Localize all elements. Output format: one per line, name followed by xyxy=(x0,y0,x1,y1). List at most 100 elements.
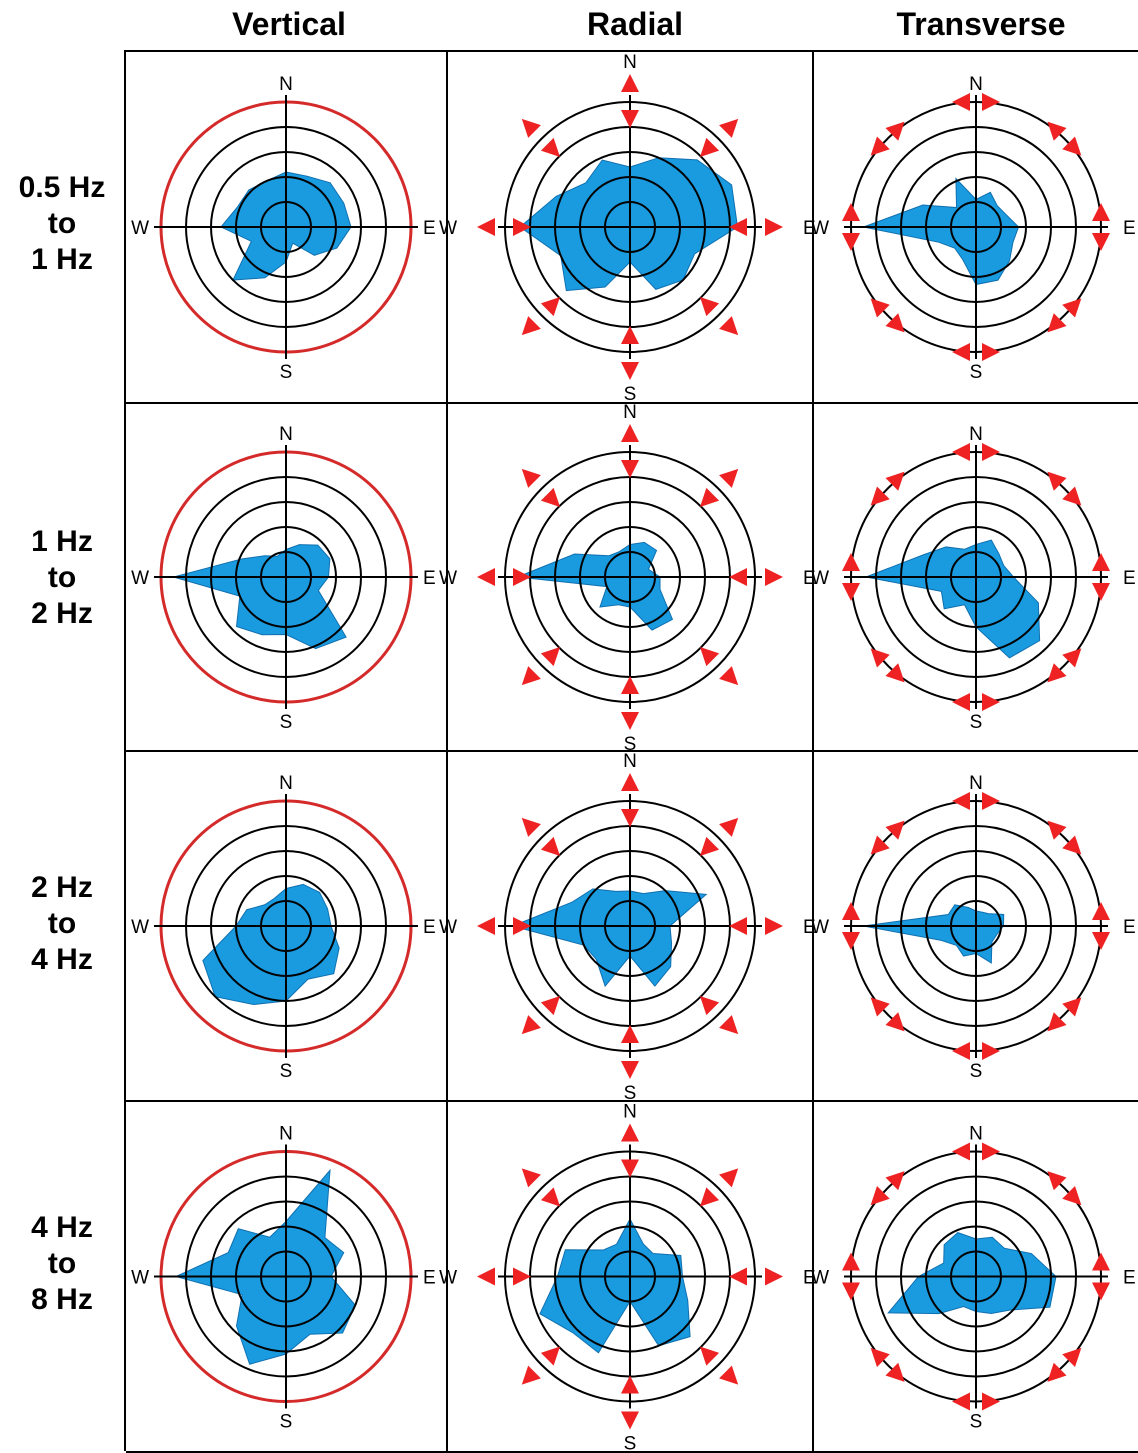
row-label-0: 0.5 Hz to 1 Hz xyxy=(0,170,124,278)
radial-arrow-out xyxy=(621,362,639,380)
column-title-radial: Radial xyxy=(470,6,800,43)
compass-label-e: E xyxy=(1123,218,1136,239)
radial-arrow-out xyxy=(522,469,541,488)
transverse-arrow-cw xyxy=(982,792,1000,810)
compass-label-s: S xyxy=(970,1412,983,1433)
radial-arrow-out xyxy=(522,666,541,685)
radial-arrow-in xyxy=(541,837,560,856)
compass-label-n: N xyxy=(969,74,983,95)
radial-arrow-in xyxy=(700,1187,719,1206)
transverse-arrow-ccw xyxy=(982,1042,1000,1060)
transverse-arrow-ccw xyxy=(1092,902,1110,920)
data-polygon xyxy=(174,545,347,649)
compass-label-w: W xyxy=(439,1268,457,1289)
radial-arrow-in xyxy=(700,647,719,666)
row-label-3: 4 Hz to 8 Hz xyxy=(0,1210,124,1318)
radial-arrow-out xyxy=(477,917,495,935)
compass-label-n: N xyxy=(623,402,637,423)
transverse-arrow-cw xyxy=(952,693,970,711)
radial-arrow-out xyxy=(719,316,738,335)
radial-arrow-out xyxy=(522,1168,541,1187)
radial-arrow-out xyxy=(621,773,639,791)
transverse-arrow-cw xyxy=(1092,1283,1110,1301)
transverse-arrow-cw xyxy=(982,443,1000,461)
radial-arrow-in xyxy=(513,1268,531,1286)
radial-arrow-out xyxy=(477,1268,495,1286)
radial-arrow-out xyxy=(765,568,783,586)
radial-arrow-in xyxy=(700,837,719,856)
radial-arrow-out xyxy=(621,424,639,442)
radial-arrow-out xyxy=(765,917,783,935)
compass-label-n: N xyxy=(969,424,983,445)
radial-arrow-out xyxy=(621,1124,639,1142)
data-polygon xyxy=(540,1219,690,1353)
data-polygon xyxy=(864,178,1019,284)
compass-label-n: N xyxy=(623,751,637,772)
radial-arrow-out xyxy=(522,316,541,335)
row-label-2: 2 Hz to 4 Hz xyxy=(0,870,124,978)
transverse-arrow-cw xyxy=(842,902,860,920)
transverse-arrow-cw xyxy=(952,343,970,361)
compass-label-e: E xyxy=(423,917,436,938)
row-label-1: 1 Hz to 2 Hz xyxy=(0,524,124,632)
row-label-1-line2: to xyxy=(0,560,124,596)
transverse-arrow-ccw xyxy=(1092,553,1110,571)
radial-arrow-in xyxy=(700,488,719,507)
compass-label-w: W xyxy=(439,218,457,239)
radial-arrow-out xyxy=(719,666,738,685)
radial-arrow-in xyxy=(621,676,639,694)
compass-label-n: N xyxy=(279,773,293,794)
radial-arrow-out xyxy=(719,119,738,138)
radial-arrow-out xyxy=(522,1015,541,1034)
radial-arrow-in xyxy=(621,809,639,827)
transverse-arrow-ccw xyxy=(1092,1253,1110,1271)
transverse-arrow-ccw xyxy=(842,1283,860,1301)
row-label-2-line2: to xyxy=(0,906,124,942)
compass-label-s: S xyxy=(280,1061,293,1082)
radial-arrow-out xyxy=(765,218,783,236)
column-title-transverse: Transverse xyxy=(816,6,1138,43)
radial-arrow-in xyxy=(700,297,719,316)
compass-label-w: W xyxy=(131,1268,149,1289)
radial-arrow-in xyxy=(621,326,639,344)
compass-label-e: E xyxy=(1123,568,1136,589)
transverse-arrow-ccw xyxy=(952,1143,970,1161)
data-polygon xyxy=(176,1170,355,1364)
compass-label-n: N xyxy=(969,773,983,794)
compass-label-s: S xyxy=(970,362,983,383)
radial-arrow-in xyxy=(541,1347,560,1366)
transverse-arrow-ccw xyxy=(982,693,1000,711)
compass-label-n: N xyxy=(969,1124,983,1145)
row-label-1-line1: 1 Hz xyxy=(0,524,124,560)
transverse-arrow-cw xyxy=(842,203,860,221)
radial-arrow-in xyxy=(541,138,560,157)
compass-label-e: E xyxy=(423,218,436,239)
transverse-arrow-ccw xyxy=(842,932,860,950)
radial-arrow-in xyxy=(621,1376,639,1394)
transverse-arrow-cw xyxy=(982,1143,1000,1161)
data-polygon xyxy=(518,542,673,630)
row-label-3-line3: 8 Hz xyxy=(0,1282,124,1318)
transverse-arrow-cw xyxy=(842,553,860,571)
radial-arrow-in xyxy=(621,1025,639,1043)
transverse-arrow-ccw xyxy=(982,1393,1000,1411)
compass-label-w: W xyxy=(439,917,457,938)
compass-label-s: S xyxy=(970,712,983,733)
data-polygon xyxy=(203,884,339,1004)
radial-arrow-out xyxy=(719,818,738,837)
compass-label-e: E xyxy=(1123,917,1136,938)
radial-arrow-out xyxy=(621,712,639,730)
